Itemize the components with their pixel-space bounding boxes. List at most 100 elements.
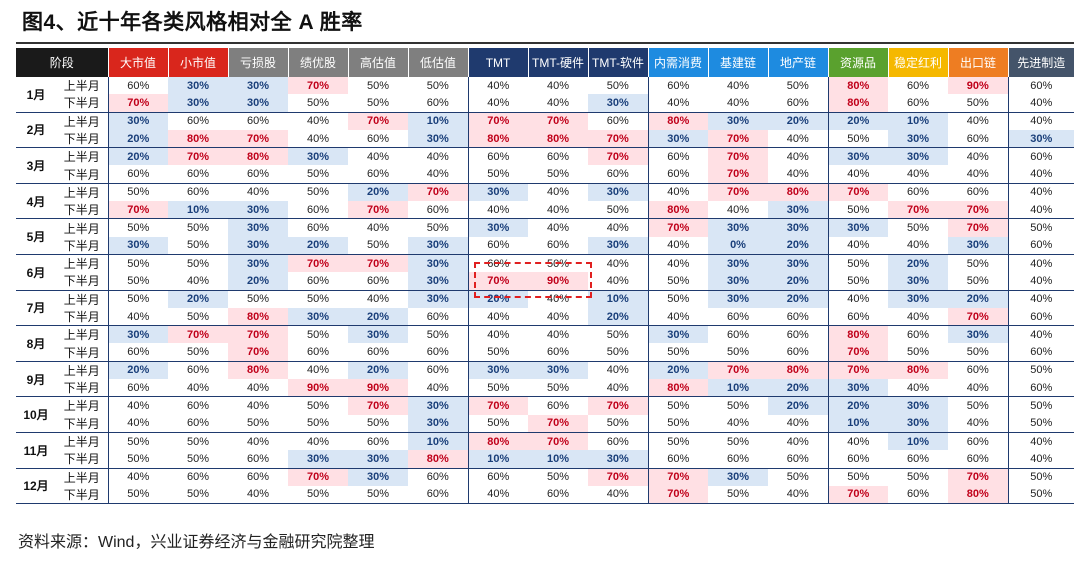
win-rate-cell: 60% (187, 186, 210, 199)
win-rate-cell: 40% (1007, 272, 1075, 291)
table-row: 下半月 50% 50% 40% 50% 50% 60% 40% 60% 40% 70% 50% 40% 7… (16, 485, 1075, 505)
win-rate-cell: 40% (827, 432, 889, 451)
win-rate-cell: 50% (107, 290, 169, 308)
win-rate-cell: 60% (907, 328, 930, 341)
win-rate-cell: 60% (966, 364, 989, 377)
win-rate-cell: 70% (588, 129, 649, 149)
win-rate-cell: 30% (408, 396, 469, 415)
win-rate-cell: 60% (948, 129, 1009, 149)
half-label: 上半月 (63, 114, 100, 129)
win-rate-cell: 60% (528, 343, 589, 362)
win-rate-cell: 50% (168, 485, 229, 505)
win-rate-cell: 90% (528, 272, 589, 291)
half-label: 上半月 (63, 79, 100, 94)
win-rate-cell: 80% (768, 361, 829, 380)
table-row: 7月 上半月 50% 20% 50% 50% 40% 30% 20% 40% 10% 50% 30% 20… (16, 290, 1075, 327)
win-rate-cell: 60% (288, 343, 349, 362)
win-rate-cell: 60% (107, 165, 169, 184)
win-rate-cell: 60% (288, 272, 349, 291)
win-rate-cell: 50% (288, 414, 349, 433)
win-rate-cell: 40% (888, 236, 949, 255)
half-label: 下半月 (56, 307, 109, 327)
win-rate-cell: 70% (528, 414, 589, 433)
win-rate-cell: 70% (948, 218, 1009, 237)
table-row: 下半月 40% 60% 50% 50% 50% 30% 50% 70% 50% 50% 40% 40% 1… (16, 414, 1075, 433)
win-rate-cell: 60% (1007, 343, 1075, 362)
win-rate-cell: 50% (647, 414, 709, 433)
win-rate-cell: 40% (888, 307, 949, 327)
win-rate-cell: 70% (348, 254, 409, 273)
win-rate-cell: 20% (588, 307, 649, 327)
win-rate-cell: 60% (827, 450, 889, 469)
win-rate-cell: 50% (467, 343, 529, 362)
win-rate-cell: 40% (1007, 450, 1075, 469)
half-label: 上半月 (63, 328, 100, 343)
column-header: TMT-硬件 (528, 48, 589, 77)
half-label: 下半月 (56, 165, 109, 184)
column-header: 基建链 (708, 48, 769, 77)
win-rate-cell: 40% (307, 115, 330, 128)
win-rate-cell: 30% (348, 325, 409, 344)
win-rate-cell: 20% (827, 112, 889, 130)
win-rate-cell: 40% (708, 414, 769, 433)
win-rate-cell: 70% (948, 307, 1009, 327)
month-label: 10月 (16, 396, 56, 433)
win-rate-cell: 60% (467, 468, 529, 486)
win-rate-cell: 30% (588, 183, 649, 202)
win-rate-cell: 40% (768, 485, 829, 505)
win-rate-cell: 30% (408, 129, 469, 149)
win-rate-cell: 40% (727, 79, 750, 92)
win-rate-cell: 30% (228, 254, 289, 273)
win-rate-cell: 60% (768, 450, 829, 469)
win-rate-cell: 60% (547, 399, 570, 412)
win-rate-cell: 60% (426, 364, 449, 377)
month-label: 2月 (16, 112, 56, 149)
win-rate-cell: 60% (348, 165, 409, 184)
win-rate-cell: 30% (348, 468, 409, 486)
win-rate-cell: 70% (467, 272, 529, 291)
win-rate-cell: 60% (1007, 77, 1075, 95)
win-rate-cell: 60% (228, 450, 289, 469)
win-rate-cell: 70% (168, 147, 229, 166)
win-rate-cell: 50% (168, 307, 229, 327)
win-rate-cell: 30% (888, 414, 949, 433)
win-rate-cell: 30% (588, 94, 649, 113)
win-rate-cell: 50% (647, 272, 709, 291)
win-rate-cell: 80% (528, 129, 589, 149)
win-rate-cell: 60% (247, 471, 270, 484)
highlight-box (474, 262, 592, 298)
table-header-row: 阶段 大市值 小市值 亏损股 绩优股 高估值 低估值 TMT TMT-硬件 TMT-软件 内需消费基… (16, 48, 1075, 77)
win-rate-cell: 40% (827, 236, 889, 255)
win-rate-cell: 60% (426, 471, 449, 484)
win-rate-cell: 80% (467, 432, 529, 451)
win-rate-cell: 50% (1007, 485, 1075, 505)
table-row: 下半月 60% 50% 70% 60% 60% 60% 50% 60% 50% 50% 50% 60% 7… (16, 343, 1075, 362)
win-rate-cell: 70% (888, 201, 949, 220)
month-label: 9月 (16, 361, 56, 398)
column-header: TMT-软件 (588, 48, 649, 77)
win-rate-cell: 30% (288, 450, 349, 469)
win-rate-cell: 30% (228, 94, 289, 113)
win-rate-cell: 40% (1007, 432, 1075, 451)
win-rate-cell: 30% (467, 218, 529, 237)
win-rate-cell: 60% (408, 94, 469, 113)
column-header: 先进制造 (1008, 48, 1075, 77)
win-rate-cell: 30% (228, 201, 289, 220)
win-rate-cell: 40% (247, 399, 270, 412)
win-rate-cell: 10% (467, 450, 529, 469)
win-rate-cell: 80% (408, 450, 469, 469)
column-header: 小市值 (168, 48, 229, 77)
win-rate-cell: 80% (827, 94, 889, 113)
win-rate-cell: 40% (1007, 201, 1075, 220)
win-rate-cell: 40% (1007, 165, 1075, 184)
win-rate-cell: 60% (1007, 147, 1075, 166)
win-rate-cell: 40% (168, 272, 229, 291)
win-rate-cell: 50% (1007, 361, 1075, 380)
win-rate-cell: 80% (647, 201, 709, 220)
win-rate-cell: 50% (1007, 468, 1075, 486)
win-rate-cell: 70% (348, 112, 409, 130)
win-rate-cell: 50% (588, 201, 649, 220)
win-rate-cell: 30% (348, 450, 409, 469)
win-rate-cell: 50% (107, 254, 169, 273)
win-rate-cell: 50% (528, 165, 589, 184)
